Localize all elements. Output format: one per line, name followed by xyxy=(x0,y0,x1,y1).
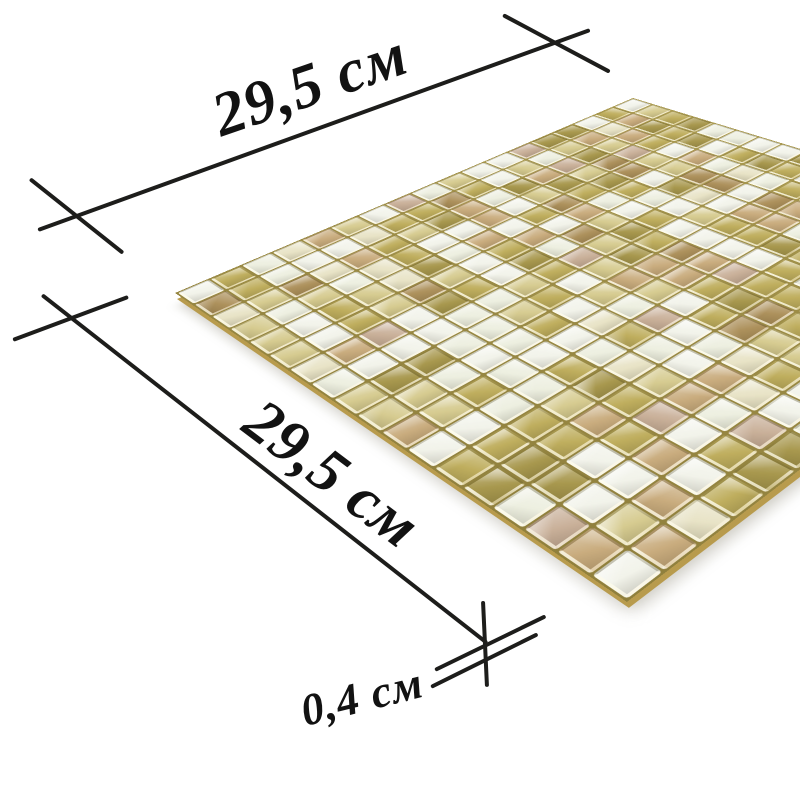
mosaic-tile-sheet xyxy=(174,98,800,602)
dimension-tick xyxy=(502,13,611,74)
dimension-tick xyxy=(12,295,129,342)
thickness-dimension-label: 0,4 см xyxy=(295,657,429,736)
thickness-extension-line xyxy=(434,614,547,672)
dimension-tick xyxy=(28,177,125,255)
